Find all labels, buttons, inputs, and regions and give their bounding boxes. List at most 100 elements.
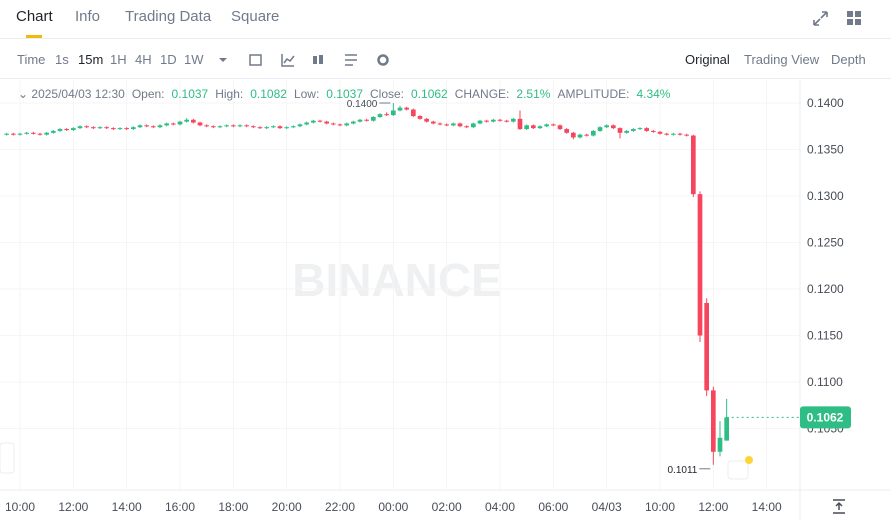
candle-body <box>691 135 696 195</box>
candle-body <box>431 121 436 124</box>
candle-body <box>351 121 356 124</box>
candle-body <box>517 118 523 130</box>
info-item: 2025/04/03 12:30 <box>31 87 125 101</box>
info-item: Low: <box>294 87 319 101</box>
candle-body <box>284 127 289 129</box>
candle-body <box>297 124 303 127</box>
interval[interactable]: 1W <box>184 52 204 67</box>
x-tick-label: 22:00 <box>325 500 355 514</box>
info-caret: ⌄ <box>18 87 31 101</box>
interval[interactable]: 1s <box>55 52 69 67</box>
y-tick-label: 0.1350 <box>807 143 844 157</box>
candle-body <box>404 107 409 110</box>
candle-body <box>604 125 609 128</box>
candle-body <box>591 130 596 136</box>
candle-body <box>684 134 689 136</box>
tab[interactable]: Square <box>231 8 280 25</box>
candle-body <box>197 122 203 126</box>
view-option[interactable]: Original <box>685 52 730 67</box>
interval[interactable]: Time <box>17 52 46 67</box>
low-annotation: 0.1011 <box>667 465 697 476</box>
x-tick-label: 12:00 <box>698 500 728 514</box>
tool-icons[interactable] <box>215 52 395 68</box>
candle-body <box>37 133 43 135</box>
candle-body <box>491 119 496 122</box>
candle-body <box>51 130 56 133</box>
interval[interactable]: 4H <box>135 52 152 67</box>
candle-body <box>411 109 416 117</box>
x-tick-label: 18:00 <box>218 500 248 514</box>
candle-body <box>291 126 296 128</box>
candle-body <box>504 120 509 122</box>
tab[interactable]: Trading Data <box>125 8 212 25</box>
candle-body <box>164 123 169 126</box>
interval[interactable]: 1H <box>110 52 127 67</box>
candle-body <box>97 127 103 129</box>
event-icon <box>727 460 749 480</box>
left-handle <box>0 442 15 474</box>
last-price-label: 0.1062 <box>807 410 844 424</box>
tab[interactable]: Info <box>75 8 101 25</box>
candle-body <box>484 120 489 122</box>
toolbar: Time 1s 15m 1H 4H 1D 1W Original Trading… <box>0 40 891 79</box>
candle-body <box>637 128 643 130</box>
candle-body <box>557 125 563 130</box>
candle-body <box>271 126 276 128</box>
info-item: CHANGE: <box>455 87 510 101</box>
candle-body <box>711 390 716 452</box>
candle-body <box>11 133 16 135</box>
candle-body <box>64 129 69 131</box>
candle-body <box>544 124 549 127</box>
candle-body <box>264 127 269 129</box>
last-price-box <box>800 406 851 429</box>
candle-body <box>324 121 329 124</box>
candle-body <box>231 125 236 127</box>
top-icons[interactable] <box>812 10 872 28</box>
candle-body <box>377 114 383 117</box>
x-tick-label: 16:00 <box>165 500 195 514</box>
interval[interactable]: 1D <box>160 52 177 67</box>
candle-body <box>191 119 196 123</box>
candle-body <box>84 126 89 128</box>
candle-body <box>597 127 603 131</box>
candle-body <box>524 125 529 130</box>
info-item: 0.1082 <box>250 87 287 101</box>
x-tick-label: 14:00 <box>752 500 782 514</box>
candle-body <box>444 124 449 126</box>
candle-body <box>57 129 63 131</box>
candle-body <box>124 128 129 130</box>
info-line: ⌄ 2025/04/03 12:30 Open: 0.1037 High: 0.1082… <box>18 87 671 101</box>
candle-body <box>317 120 323 122</box>
candle-body <box>357 119 363 122</box>
y-tick-label: 0.1250 <box>807 236 844 250</box>
candle-body <box>577 134 583 138</box>
candle-body <box>457 123 463 127</box>
candle-body <box>104 127 109 129</box>
candle-body <box>171 123 176 125</box>
candle-body <box>664 133 669 135</box>
view-option[interactable]: Depth <box>831 52 866 67</box>
candle-body <box>304 122 309 125</box>
x-tick-label: 12:00 <box>58 500 88 514</box>
tab[interactable]: Chart <box>16 8 53 25</box>
candle-body <box>677 133 683 135</box>
candle-body <box>571 132 576 138</box>
candle-body <box>437 123 443 125</box>
x-tick-label: 04/03 <box>592 500 622 514</box>
interval[interactable]: 15m <box>78 52 104 67</box>
view-option[interactable]: Trading View <box>744 52 820 67</box>
candle-body <box>477 120 483 124</box>
candle-body <box>277 126 283 129</box>
candle-body <box>551 124 556 126</box>
candle-body <box>157 125 163 128</box>
tab-bar: Chart Info Trading Data Square <box>0 0 891 39</box>
candle-body <box>331 123 336 125</box>
candle-body <box>4 133 9 135</box>
x-tick-label: 10:00 <box>645 500 675 514</box>
candle-body <box>497 119 503 121</box>
x-tick-label: 02:00 <box>432 500 462 514</box>
candle-body <box>311 120 316 123</box>
high-annotation: 0.1400 <box>347 99 378 110</box>
info-item: Close: <box>370 87 404 101</box>
